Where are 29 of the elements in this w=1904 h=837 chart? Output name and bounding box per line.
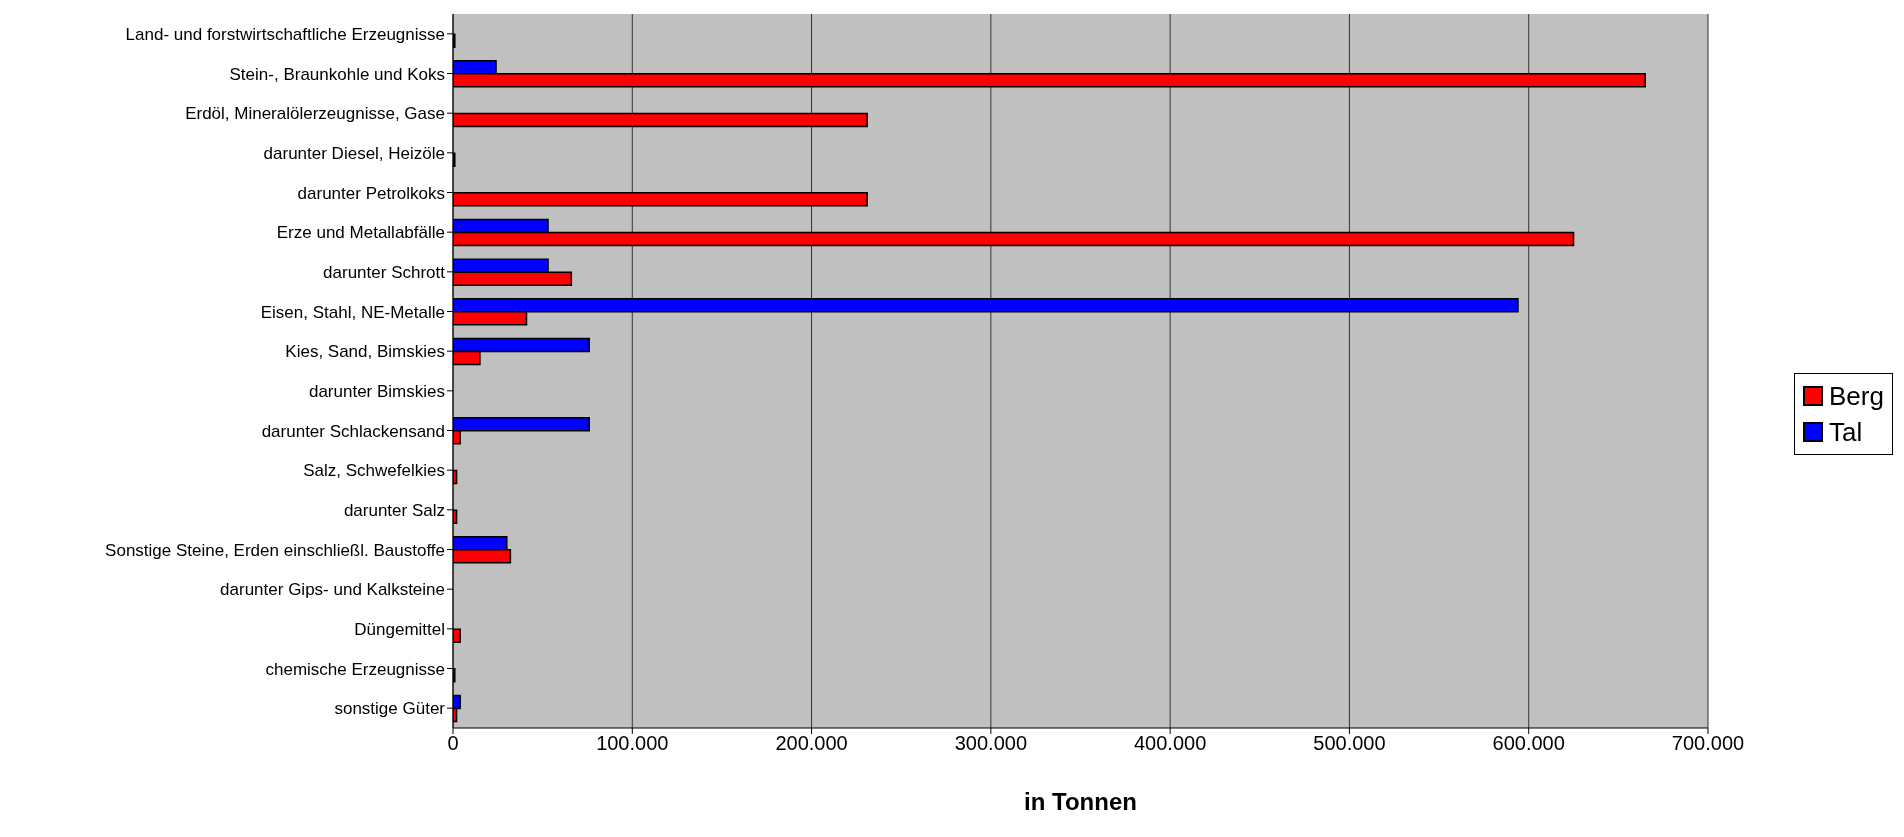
x-tick-label: 100.000 [596, 732, 669, 755]
x-tick-label: 200.000 [775, 732, 848, 755]
y-tick-label: darunter Diesel, Heizöle [263, 143, 445, 163]
legend-label: Tal [1829, 416, 1863, 449]
x-tick-label: 700.000 [1671, 732, 1745, 755]
legend-label: Berg [1829, 380, 1884, 413]
y-tick-label: sonstige Güter [334, 699, 446, 719]
y-tick-label: Eisen, Stahl, NE-Metalle [260, 302, 445, 322]
y-tick-label: Salz, Schwefelkies [303, 461, 445, 481]
y-tick-label: Erdöl, Mineralölerzeugnisse, Gase [185, 104, 445, 124]
x-axis-title: in Tonnen [1024, 788, 1137, 815]
y-tick-label: darunter Schrott [323, 262, 446, 282]
y-tick-label: darunter Petrolkoks [297, 183, 445, 203]
y-tick-label: darunter Gips- und Kalksteine [220, 580, 445, 600]
y-tick-label: Land- und forstwirtschaftliche Erzeugnisse [125, 24, 445, 44]
x-tick-label: 300.000 [954, 732, 1028, 755]
y-tick-label: Stein-, Braunkohle und Koks [229, 64, 445, 84]
y-tick-label: darunter Salz [343, 500, 445, 520]
x-tick-label: 0 [447, 732, 459, 755]
y-tick-label: Düngemittel [354, 619, 445, 639]
y-tick-label: chemische Erzeugnisse [265, 659, 445, 679]
y-tick-label: Sonstige Steine, Erden einschließl. Baustoffe [105, 540, 445, 560]
y-tick-label: Kies, Sand, Bimskies [285, 342, 445, 362]
x-tick-label: 500.000 [1313, 732, 1386, 755]
y-tick-label: darunter Schlackensand [261, 421, 445, 441]
y-tick-label: darunter Bimskies [308, 381, 445, 401]
y-tick-label: Erze und Metallabfälle [276, 223, 445, 243]
x-tick-label: 600.000 [1492, 732, 1565, 755]
x-tick-label: 400.000 [1133, 732, 1207, 755]
